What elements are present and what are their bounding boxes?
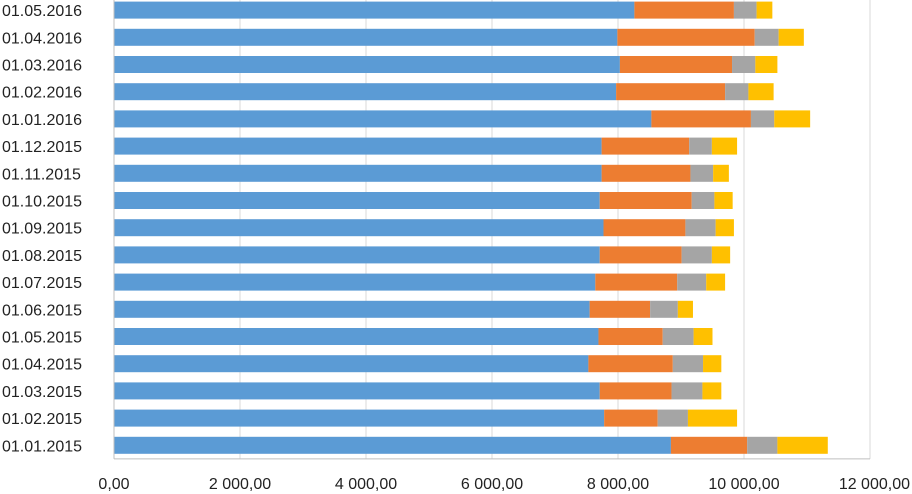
bar-01.03.2016-series-1	[114, 56, 620, 73]
bar-01.11.2015-series-4	[713, 164, 729, 182]
bar-01.04.2015-series-2	[588, 355, 673, 373]
bar-01.02.2015-series-1	[114, 409, 605, 427]
bar-01.02.2016-series-1	[114, 83, 617, 101]
x-tick-label-1: 2 000,00	[209, 476, 271, 493]
bar-01.11.2015-series-1	[114, 164, 602, 182]
bar-01.10.2015-series-1	[114, 192, 600, 209]
bar-01.12.2015-series-4	[711, 137, 738, 155]
bar-01.12.2015-series-1	[114, 137, 602, 155]
bar-01.01.2016-series-1	[114, 110, 652, 128]
category-label-01.10.2015: 01.10.2015	[2, 194, 82, 211]
bar-01.05.2015-series-4	[693, 328, 713, 345]
bar-01.01.2015-series-2	[670, 436, 748, 454]
category-label-01.09.2015: 01.09.2015	[2, 221, 82, 238]
bar-01.04.2015-series-3	[672, 355, 704, 373]
bar-01.04.2015-series-1	[114, 355, 589, 373]
bar-01.05.2015-series-2	[598, 328, 663, 345]
category-label-01.01.2015: 01.01.2015	[2, 438, 82, 455]
category-label-01.02.2016: 01.02.2016	[2, 85, 82, 102]
bar-01.03.2016-series-3	[732, 56, 756, 73]
bar-01.04.2016-series-3	[754, 28, 779, 46]
bar-01.03.2016-series-2	[619, 56, 733, 73]
category-label-01.07.2015: 01.07.2015	[2, 275, 82, 292]
bar-01.05.2016-series-2	[634, 1, 734, 19]
bar-01.01.2015-series-4	[777, 436, 828, 454]
bar-01.01.2015-series-3	[747, 436, 778, 454]
bar-01.08.2015-series-4	[711, 246, 731, 264]
bar-01.12.2015-series-2	[601, 137, 690, 155]
bar-01.01.2016-series-4	[774, 110, 811, 128]
x-tick-label-6: 12 000,00	[839, 476, 910, 493]
category-labels: 01.05.2016 01.04.2016 01.03.2016 01.02.2016…	[2, 3, 82, 455]
category-label-01.11.2015: 01.11.2015	[2, 166, 81, 183]
x-tick-label-2: 4 000,00	[335, 476, 397, 493]
axes	[113, 0, 870, 460]
bar-01.01.2015-series-1	[114, 436, 671, 454]
x-tick-label-0: 0,00	[98, 476, 129, 493]
bar-01.09.2015-series-4	[715, 219, 734, 237]
bar-01.10.2015-series-2	[599, 192, 692, 209]
bar-01.06.2015-series-2	[589, 300, 651, 318]
category-label-01.03.2016: 01.03.2016	[2, 58, 82, 75]
bar-01.05.2015-series-3	[662, 328, 694, 345]
category-label-01.02.2015: 01.02.2015	[2, 411, 82, 428]
category-label-01.04.2015: 01.04.2015	[2, 357, 82, 374]
category-label-01.04.2016: 01.04.2016	[2, 30, 82, 47]
bar-01.06.2015-series-3	[650, 300, 678, 318]
category-label-01.05.2016: 01.05.2016	[2, 3, 82, 20]
bar-01.03.2015-series-2	[599, 382, 672, 400]
bar-01.09.2015-series-2	[603, 219, 686, 237]
category-label-01.01.2016: 01.01.2016	[2, 112, 82, 129]
category-label-01.06.2015: 01.06.2015	[2, 302, 82, 319]
category-label-01.08.2015: 01.08.2015	[2, 248, 82, 265]
bar-01.05.2016-series-4	[756, 1, 773, 19]
bar-01.02.2016-series-2	[616, 83, 726, 101]
bar-01.04.2015-series-4	[703, 355, 722, 373]
bar-01.05.2015-series-1	[114, 328, 599, 345]
bar-01.02.2016-series-3	[725, 83, 749, 101]
bar-01.04.2016-series-4	[778, 28, 804, 46]
x-tick-label-3: 6 000,00	[461, 476, 523, 493]
bar-01.02.2015-series-4	[687, 409, 738, 427]
bar-01.12.2015-series-3	[689, 137, 712, 155]
bar-01.07.2015-series-4	[706, 273, 726, 291]
bar-01.02.2015-series-2	[604, 409, 658, 427]
bar-01.10.2015-series-3	[691, 192, 715, 209]
bar-01.07.2015-series-2	[595, 273, 678, 291]
bar-01.11.2015-series-2	[601, 164, 691, 182]
bar-01.07.2015-series-3	[677, 273, 707, 291]
bar-01.05.2016-series-1	[114, 1, 635, 19]
bar-01.09.2015-series-1	[114, 219, 604, 237]
bar-01.08.2015-series-1	[114, 246, 600, 264]
bar-01.03.2016-series-4	[755, 56, 778, 73]
bar-01.04.2016-series-2	[617, 28, 755, 46]
bar-01.06.2015-series-1	[114, 300, 590, 318]
bar-01.10.2015-series-4	[714, 192, 733, 209]
bar-01.03.2015-series-4	[702, 382, 722, 400]
x-tick-label-4: 8 000,00	[587, 476, 649, 493]
bar-01.08.2015-series-2	[599, 246, 682, 264]
bar-01.03.2015-series-3	[671, 382, 703, 400]
bar-01.01.2016-series-3	[750, 110, 775, 128]
category-label-01.05.2015: 01.05.2015	[2, 330, 82, 347]
x-axis-tick-labels: 0,00 2 000,00 4 000,00 6 000,00 8 000,00 10 0…	[98, 476, 910, 493]
x-tick-label-5: 10 000,00	[708, 476, 779, 493]
bar-01.05.2016-series-3	[733, 1, 757, 19]
bars	[114, 1, 828, 454]
bar-01.06.2015-series-4	[677, 300, 693, 318]
category-label-01.12.2015: 01.12.2015	[2, 139, 82, 156]
bar-01.01.2016-series-2	[651, 110, 751, 128]
bar-01.02.2015-series-3	[657, 409, 688, 427]
bar-01.03.2015-series-1	[114, 382, 600, 400]
category-label-01.03.2015: 01.03.2015	[2, 384, 82, 401]
bar-01.09.2015-series-3	[685, 219, 716, 237]
bar-01.02.2016-series-4	[748, 83, 774, 101]
bar-01.08.2015-series-3	[681, 246, 712, 264]
bar-01.07.2015-series-1	[114, 273, 596, 291]
bar-01.11.2015-series-3	[690, 164, 714, 182]
bar-01.04.2016-series-1	[114, 28, 618, 46]
